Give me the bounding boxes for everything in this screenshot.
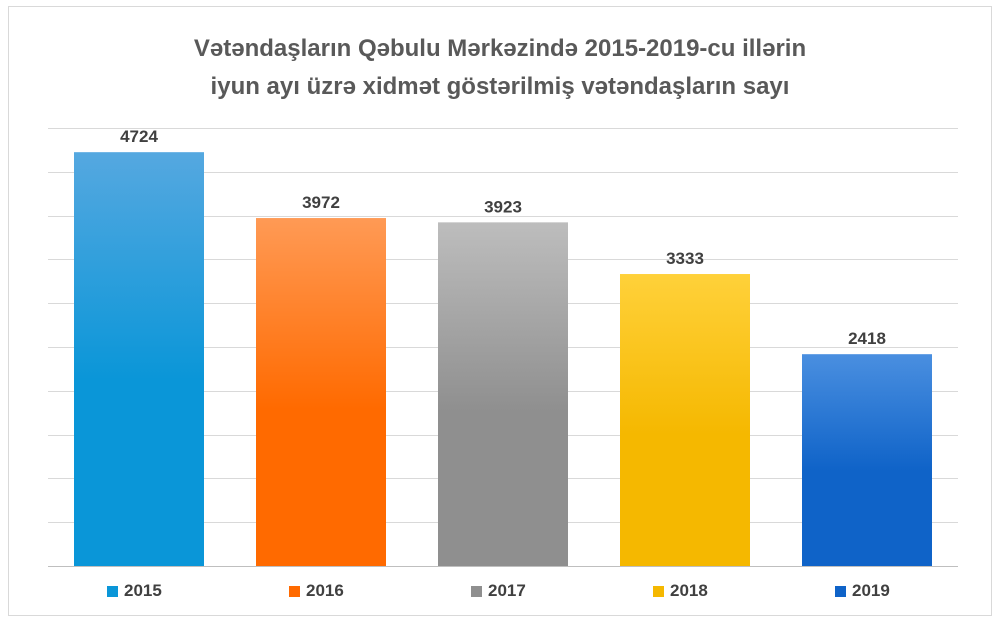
bar-2019 bbox=[802, 354, 932, 566]
legend-label-2016: 2016 bbox=[306, 581, 344, 600]
legend-item-2016: 2016 bbox=[289, 578, 344, 604]
data-label-2017: 3923 bbox=[484, 197, 522, 216]
bar-2018 bbox=[620, 274, 750, 566]
data-label-2016: 3972 bbox=[302, 193, 340, 212]
legend-label-2017: 2017 bbox=[488, 581, 526, 600]
legend-swatch-2017 bbox=[471, 585, 482, 597]
legend-swatch-2015 bbox=[107, 585, 118, 597]
legend-item-2019: 2019 bbox=[835, 578, 890, 604]
data-label-2018: 3333 bbox=[666, 249, 704, 268]
legend-swatch-2016 bbox=[289, 585, 300, 597]
legend-item-2017: 2017 bbox=[471, 578, 526, 604]
legend-item-2015: 2015 bbox=[107, 578, 162, 604]
legend-item-2018: 2018 bbox=[653, 578, 708, 604]
legend-label-2019: 2019 bbox=[852, 581, 890, 600]
bar-2015 bbox=[74, 152, 204, 566]
bar-2016 bbox=[256, 218, 386, 566]
bar-2017 bbox=[438, 222, 568, 566]
data-label-2015: 4724 bbox=[120, 127, 158, 146]
legend-label-2015: 2015 bbox=[124, 581, 162, 600]
chart-title-line-1: Vətəndaşların Qəbulu Mərkəzində 2015-201… bbox=[193, 35, 807, 62]
chart-legend: 2015 2016 2017 2018 2019 bbox=[0, 578, 1000, 604]
legend-swatch-2018 bbox=[653, 585, 664, 597]
legend-label-2018: 2018 bbox=[670, 581, 708, 600]
legend-swatch-2019 bbox=[835, 585, 846, 597]
chart-title-line-2: iyun ayı üzrə xidmət göstərilmiş vətənda… bbox=[210, 73, 790, 100]
data-label-2019: 2418 bbox=[848, 329, 886, 348]
chart-title: Vətəndaşların Qəbulu Mərkəzində 2015-201… bbox=[0, 30, 1000, 106]
